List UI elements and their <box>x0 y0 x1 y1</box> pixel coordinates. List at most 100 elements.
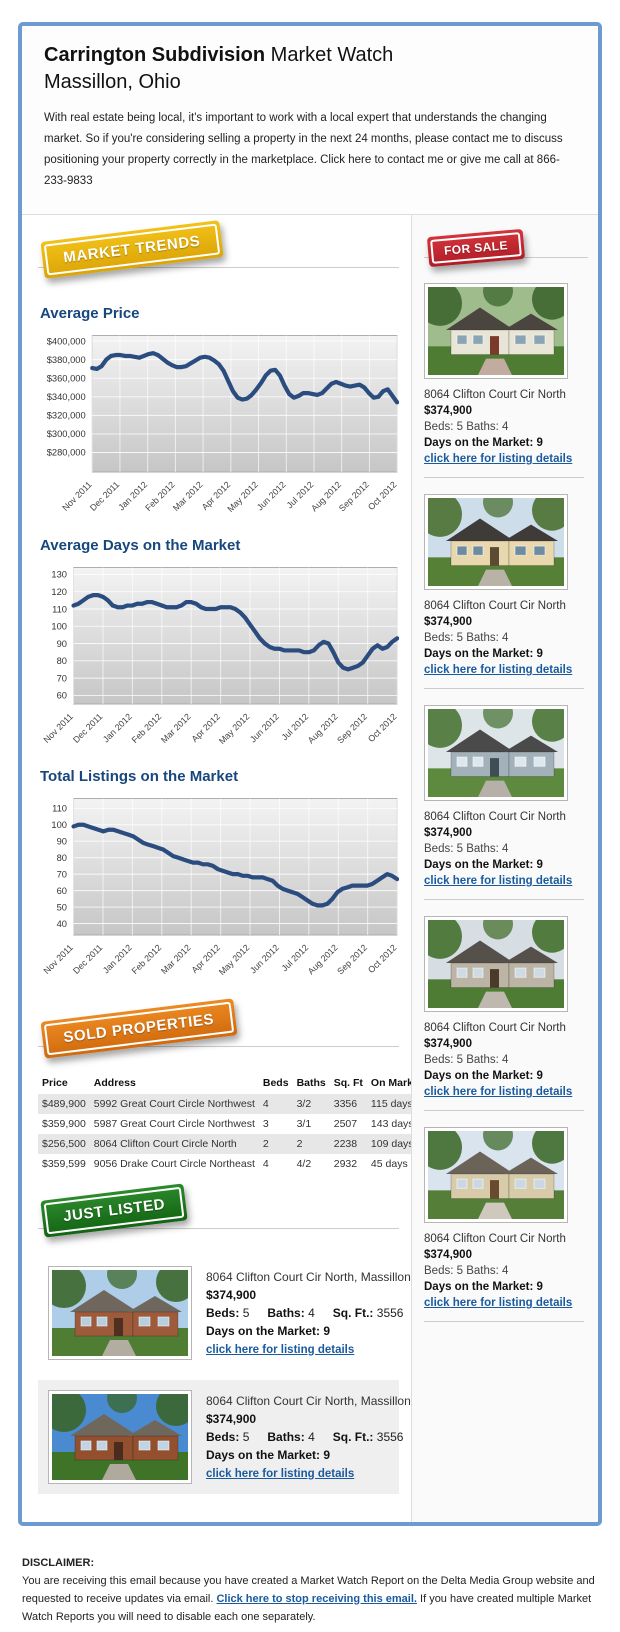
cell-price: $359,599 <box>42 1157 86 1170</box>
svg-text:Aug 2012: Aug 2012 <box>306 942 340 976</box>
listing-details-link[interactable]: click here for listing details <box>206 1467 355 1480</box>
days-on-market: Days on the Market: 9 <box>424 1070 543 1082</box>
cell-price: $256,500 <box>42 1137 86 1150</box>
col-header-baths: Baths <box>296 1076 326 1089</box>
just-listed-item: 8064 Clifton Court Cir North, Massillon … <box>38 1379 482 1494</box>
card-info: 8064 Clifton Court Cir North $374,900 Be… <box>424 598 588 678</box>
cell-onmarket: 143 days <box>370 1117 414 1130</box>
listing-info: 8064 Clifton Court Cir North, Massillon … <box>206 1266 500 1360</box>
days-on-market: Days on the Market: 9 <box>206 1323 331 1338</box>
listing-details-link[interactable]: click here for listing details <box>424 1086 573 1098</box>
svg-text:Jun 2012: Jun 2012 <box>248 942 281 975</box>
house-photo[interactable] <box>42 1258 196 1356</box>
svg-text:$340,000: $340,000 <box>47 392 86 402</box>
card-divider <box>424 1321 584 1322</box>
house-photo[interactable] <box>418 697 572 797</box>
unsubscribe-link[interactable]: Click here to stop receiving this email. <box>216 1592 417 1605</box>
email-frame: Carrington Subdivision Market Watch Mass… <box>18 22 602 1526</box>
svg-text:$300,000: $300,000 <box>47 429 86 439</box>
card-price: $374,900 <box>424 405 472 417</box>
svg-text:Jan 2012: Jan 2012 <box>101 711 134 744</box>
listing-address: 8064 Clifton Court Cir North, Massillon <box>206 1269 411 1284</box>
page-subtitle: Massillon, Ohio <box>44 71 181 93</box>
disclaimer-text: You are receiving this email because you… <box>22 1572 598 1626</box>
card-divider <box>424 899 584 900</box>
listing-details-link[interactable]: click here for listing details <box>424 875 573 887</box>
house-photo[interactable] <box>418 275 572 375</box>
svg-text:Sep 2012: Sep 2012 <box>335 711 369 745</box>
house-photo[interactable] <box>418 486 572 586</box>
listing-details-link[interactable]: click here for listing details <box>206 1343 355 1356</box>
cell-address: 8064 Clifton Court Circle North <box>93 1137 237 1150</box>
svg-text:Sep 2012: Sep 2012 <box>337 479 371 513</box>
beds-value: 5 <box>242 1429 250 1444</box>
svg-text:70: 70 <box>57 869 67 879</box>
cell-price: $359,900 <box>42 1117 86 1130</box>
svg-text:May 2012: May 2012 <box>225 479 260 514</box>
cell-price: $489,900 <box>42 1097 86 1110</box>
market-trends-badge: MARKET TRENDS <box>40 220 224 279</box>
col-header-address: Address <box>93 1076 136 1089</box>
card-info: 8064 Clifton Court Cir North $374,900 Be… <box>424 809 588 889</box>
svg-text:70: 70 <box>57 673 67 683</box>
card-info: 8064 Clifton Court Cir North $374,900 Be… <box>424 1020 588 1100</box>
svg-text:40: 40 <box>57 919 67 929</box>
days-on-market: Days on the Market: 9 <box>206 1447 331 1462</box>
for-sale-column: FOR SALE 8064 Clifton Court Cir North $3… <box>411 215 598 1522</box>
cell-address: 5987 Great Court Circle Northwest <box>93 1117 255 1130</box>
cell-sqft: 2507 <box>333 1117 358 1130</box>
card-beds-baths: Beds: 5 Baths: 4 <box>424 1054 509 1066</box>
svg-text:90: 90 <box>57 638 67 648</box>
svg-text:Jun 2012: Jun 2012 <box>248 711 281 744</box>
house-photo[interactable] <box>418 1119 572 1219</box>
days-on-market: Days on the Market: 9 <box>424 859 543 871</box>
listing-details-link[interactable]: click here for listing details <box>424 664 573 676</box>
col-header-sqft: Sq. Ft <box>333 1076 363 1089</box>
average-price-chart: $400,000 $380,000 $360,000 $340,000 $320,000… <box>47 335 399 514</box>
card-price: $374,900 <box>424 1249 472 1261</box>
card-info: 8064 Clifton Court Cir North $374,900 Be… <box>424 1231 588 1311</box>
listing-price: $374,900 <box>206 1411 257 1426</box>
intro-paragraph: With real estate being local, it's impor… <box>44 112 563 187</box>
just-listed-item: 8064 Clifton Court Cir North, Massillon … <box>38 1256 482 1370</box>
svg-text:Mar 2012: Mar 2012 <box>171 479 205 513</box>
cell-beds: 2 <box>262 1137 269 1150</box>
days-on-market: Days on the Market: 9 <box>424 437 543 449</box>
svg-text:Sep 2012: Sep 2012 <box>335 942 369 976</box>
svg-text:120: 120 <box>51 586 67 596</box>
svg-text:$280,000: $280,000 <box>47 448 86 458</box>
cell-beds: 4 <box>262 1157 269 1170</box>
svg-text:Feb 2012: Feb 2012 <box>130 942 164 976</box>
svg-text:Dec 2011: Dec 2011 <box>71 942 105 976</box>
listing-details-link[interactable]: click here for listing details <box>424 453 573 465</box>
house-photo[interactable] <box>418 908 572 1008</box>
content-columns: MARKET TRENDS Average Price $400,000 $380… <box>22 215 598 1522</box>
svg-text:Dec 2011: Dec 2011 <box>71 711 105 745</box>
card-price: $374,900 <box>424 1038 472 1050</box>
cell-baths: 3/2 <box>296 1097 312 1110</box>
divider-line <box>38 1045 399 1047</box>
property-photo-frame <box>418 486 572 590</box>
total-listings-heading: Total Listings on the Market <box>40 768 239 786</box>
svg-text:60: 60 <box>57 690 67 700</box>
cell-address: 5992 Great Court Circle Northwest <box>93 1097 255 1110</box>
beds-value: 5 <box>242 1305 250 1320</box>
listing-details-link[interactable]: click here for listing details <box>424 1297 573 1309</box>
sqft-value: 3556 <box>376 1305 404 1320</box>
for-sale-card: 8064 Clifton Court Cir North $374,900 Be… <box>418 697 588 900</box>
for-sale-section-header: FOR SALE <box>424 228 588 279</box>
svg-text:Mar 2012: Mar 2012 <box>159 711 193 745</box>
svg-text:Nov 2011: Nov 2011 <box>41 711 75 745</box>
market-trends-section-header: MARKET TRENDS <box>38 220 399 291</box>
svg-text:$320,000: $320,000 <box>47 411 86 421</box>
svg-text:$360,000: $360,000 <box>47 373 86 383</box>
sold-properties-badge: SOLD PROPERTIES <box>40 997 238 1059</box>
cell-beds: 3 <box>262 1117 269 1130</box>
house-photo[interactable] <box>42 1382 196 1480</box>
svg-text:Feb 2012: Feb 2012 <box>130 711 164 745</box>
card-divider <box>424 1110 584 1111</box>
sqft-value: 3556 <box>376 1429 404 1444</box>
baths-label: Baths: <box>267 1305 305 1320</box>
svg-text:130: 130 <box>51 569 67 579</box>
card-beds-baths: Beds: 5 Baths: 4 <box>424 843 509 855</box>
